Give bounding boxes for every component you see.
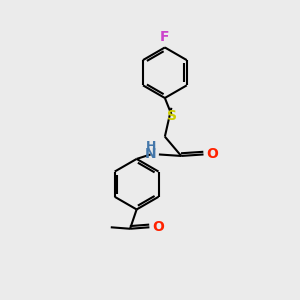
Text: F: F bbox=[160, 30, 170, 44]
Text: N: N bbox=[145, 148, 157, 161]
Text: S: S bbox=[167, 109, 177, 122]
Text: H: H bbox=[146, 140, 157, 153]
Text: O: O bbox=[206, 148, 218, 161]
Text: O: O bbox=[152, 220, 164, 234]
